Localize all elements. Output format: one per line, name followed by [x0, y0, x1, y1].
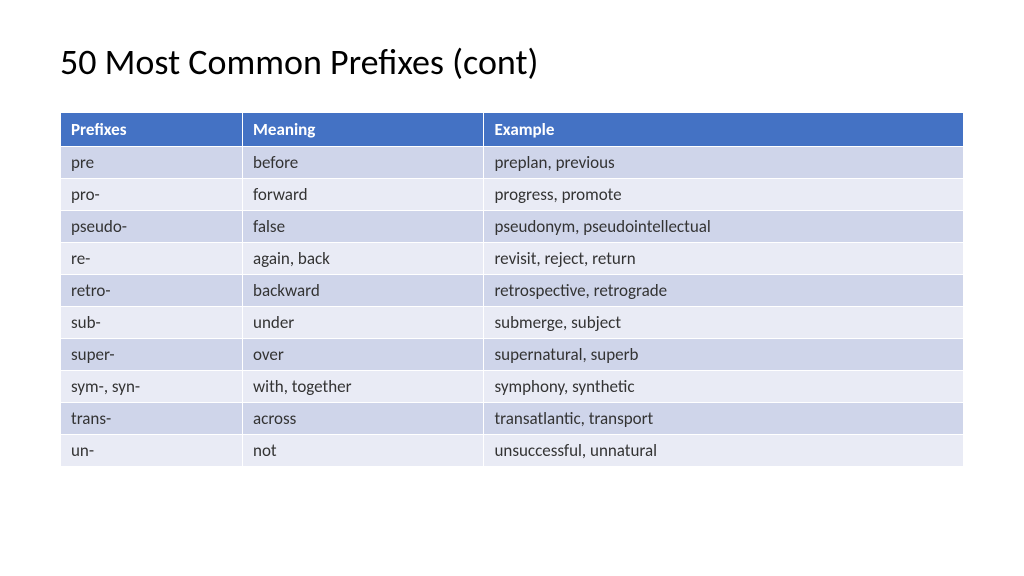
table-row: super- over supernatural, superb: [61, 339, 964, 371]
cell-meaning: false: [243, 211, 484, 243]
cell-prefix: pre: [61, 147, 243, 179]
col-header-meaning: Meaning: [243, 113, 484, 147]
cell-example: supernatural, superb: [484, 339, 964, 371]
table-row: pro- forward progress, promote: [61, 179, 964, 211]
table-row: trans- across transatlantic, transport: [61, 403, 964, 435]
table-row: un- not unsuccessful, unnatural: [61, 435, 964, 467]
col-header-example: Example: [484, 113, 964, 147]
table-header-row: Prefixes Meaning Example: [61, 113, 964, 147]
cell-example: transatlantic, transport: [484, 403, 964, 435]
cell-meaning: with, together: [243, 371, 484, 403]
cell-meaning: over: [243, 339, 484, 371]
cell-meaning: under: [243, 307, 484, 339]
cell-example: revisit, reject, return: [484, 243, 964, 275]
cell-prefix: super-: [61, 339, 243, 371]
cell-meaning: across: [243, 403, 484, 435]
cell-prefix: retro-: [61, 275, 243, 307]
cell-meaning: not: [243, 435, 484, 467]
table-row: pseudo- false pseudonym, pseudointellect…: [61, 211, 964, 243]
cell-prefix: sym-, syn-: [61, 371, 243, 403]
table-row: pre before preplan, previous: [61, 147, 964, 179]
cell-example: unsuccessful, unnatural: [484, 435, 964, 467]
cell-meaning: forward: [243, 179, 484, 211]
col-header-prefixes: Prefixes: [61, 113, 243, 147]
cell-meaning: before: [243, 147, 484, 179]
cell-example: submerge, subject: [484, 307, 964, 339]
cell-meaning: again, back: [243, 243, 484, 275]
cell-meaning: backward: [243, 275, 484, 307]
prefixes-table: Prefixes Meaning Example pre before prep…: [60, 112, 964, 467]
table-row: sub- under submerge, subject: [61, 307, 964, 339]
table-row: retro- backward retrospective, retrograd…: [61, 275, 964, 307]
cell-prefix: re-: [61, 243, 243, 275]
cell-example: retrospective, retrograde: [484, 275, 964, 307]
cell-example: pseudonym, pseudointellectual: [484, 211, 964, 243]
cell-prefix: pseudo-: [61, 211, 243, 243]
table-row: re- again, back revisit, reject, return: [61, 243, 964, 275]
cell-prefix: un-: [61, 435, 243, 467]
page-title: 50 Most Common Prefixes (cont): [60, 40, 964, 84]
cell-example: preplan, previous: [484, 147, 964, 179]
table-row: sym-, syn- with, together symphony, synt…: [61, 371, 964, 403]
cell-prefix: pro-: [61, 179, 243, 211]
cell-prefix: sub-: [61, 307, 243, 339]
cell-example: progress, promote: [484, 179, 964, 211]
cell-example: symphony, synthetic: [484, 371, 964, 403]
cell-prefix: trans-: [61, 403, 243, 435]
